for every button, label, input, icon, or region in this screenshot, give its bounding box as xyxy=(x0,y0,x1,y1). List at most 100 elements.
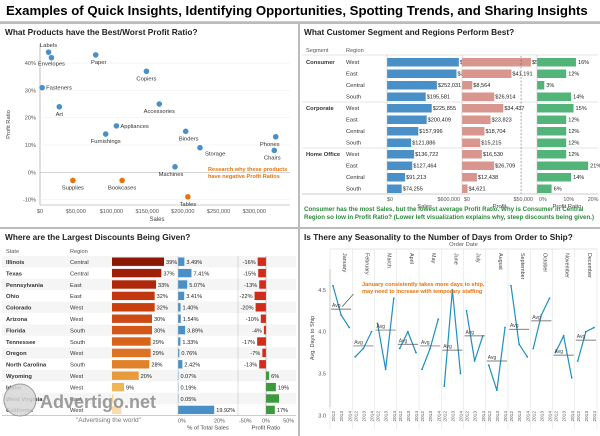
season-point xyxy=(362,347,365,350)
point-label: Labels xyxy=(40,43,57,49)
segment-chart[interactable]: SegmentRegionConsumerWest$362,881$57,451… xyxy=(300,24,600,227)
discount-bar xyxy=(112,314,152,323)
ratio-tick: 0% xyxy=(262,419,270,425)
state-label: Arizona xyxy=(6,317,28,323)
segment-label: Consumer xyxy=(306,60,335,66)
season-line xyxy=(443,289,462,387)
ratio-bar xyxy=(262,348,266,358)
year-label: 2013 xyxy=(450,411,456,422)
scatter-title: What Products have the Best/Worst Profit… xyxy=(5,27,198,37)
discount-bar xyxy=(112,405,122,415)
discount-value: 28% xyxy=(151,363,162,369)
year-label: 2012 xyxy=(353,411,359,422)
season-point xyxy=(465,309,468,312)
ratio-bar xyxy=(266,405,275,415)
scatter-point xyxy=(182,128,189,135)
x-tick-label: $150,000 xyxy=(135,209,158,215)
ratio-bar xyxy=(257,337,266,346)
discount-value: 20% xyxy=(141,374,152,380)
point-label: Tables xyxy=(179,202,196,208)
scatter-chart[interactable]: 40% 30% 20% 10% 0% -10%$0 $50,000 $100,000 $150,… xyxy=(0,24,298,227)
profit-tick: $50,000 xyxy=(514,197,534,203)
ratio-value: -16% xyxy=(243,260,256,266)
discount-chart[interactable]: State Region Illinois Central 39% 3.49% -16% Te… xyxy=(0,229,298,436)
season-chart[interactable]: Order Date 4.5 4.0 3.5 3.0 Avg. Days to Ship J… xyxy=(300,229,600,436)
pct-bar xyxy=(178,405,215,415)
ratio-value: -20% xyxy=(241,306,254,312)
season-point xyxy=(562,335,565,337)
season-point xyxy=(421,368,423,371)
ratio-bar xyxy=(537,69,567,78)
ratio-tick: 0% xyxy=(539,197,547,203)
profit-value: $41,191 xyxy=(512,72,532,78)
ratio-value: -17% xyxy=(242,340,255,346)
pct-bar xyxy=(178,257,185,266)
season-annotation: January consistently takes more days to … xyxy=(362,282,485,296)
pct-bar xyxy=(178,325,186,335)
sales-bar xyxy=(387,58,459,67)
profit-value: $4,621 xyxy=(469,187,486,193)
avg-label: Avg xyxy=(332,303,341,309)
pct-bar xyxy=(178,280,188,289)
ratio-value: 21% xyxy=(590,164,600,170)
month-label: June xyxy=(452,253,458,265)
season-panel: Is There any Seasonality to the Number o… xyxy=(300,229,600,436)
state-label: Oregon xyxy=(6,351,27,357)
sales-value: $252,031 xyxy=(438,83,461,89)
region-label: East xyxy=(70,283,82,289)
scatter-point xyxy=(156,101,163,107)
profit-value: $15,215 xyxy=(481,141,501,147)
scatter-point xyxy=(197,144,203,151)
ratio-axis-title: Profit Ratio xyxy=(553,204,582,210)
discount-value: 39% xyxy=(166,260,177,266)
avg-label: Avg xyxy=(443,344,452,350)
pct-value: 0.05% xyxy=(181,397,197,403)
sales-value: $195,581 xyxy=(427,95,450,101)
scatter-point xyxy=(185,194,191,200)
point-label: Machines xyxy=(159,172,184,178)
sales-bar xyxy=(387,81,437,90)
season-point xyxy=(443,385,446,387)
pct-value: 1.40% xyxy=(183,306,199,312)
sales-value: $225,855 xyxy=(433,106,456,112)
region-label: West xyxy=(346,152,359,158)
ratio-tick: 50% xyxy=(283,419,294,425)
discount-bar xyxy=(112,348,151,358)
season-point xyxy=(532,347,535,350)
year-label: 2014 xyxy=(392,411,398,422)
sales-bar xyxy=(387,127,419,136)
col-header: Segment xyxy=(306,48,329,54)
segment-panel: What Customer Segment and Regions Perfor… xyxy=(300,24,600,227)
scatter-point xyxy=(45,49,52,55)
sales-bar xyxy=(387,150,415,159)
ratio-bar xyxy=(255,303,266,312)
sales-tick: $0 xyxy=(387,197,393,203)
watermark-logo: Advertigo.net "Advertising the world" xyxy=(3,383,156,424)
region-label: South xyxy=(346,141,361,147)
profit-axis-title: Profit xyxy=(493,204,507,210)
profit-bar xyxy=(462,115,491,124)
ratio-bar xyxy=(537,173,572,182)
scatter-point xyxy=(143,68,150,75)
sales-bar xyxy=(387,184,402,193)
region-label: West xyxy=(70,306,83,312)
ratio-value: 14% xyxy=(573,95,584,101)
col-header: State xyxy=(6,249,19,255)
avg-label: Avg xyxy=(354,340,363,346)
sales-value: $91,213 xyxy=(406,175,426,181)
scatter-annotation: Research why these products have negativ… xyxy=(208,167,288,181)
year-label: 2013 xyxy=(406,411,412,422)
state-label: Florida xyxy=(6,328,26,334)
season-point xyxy=(415,351,417,354)
column-header: Order Date xyxy=(449,242,478,248)
discount-bar xyxy=(112,325,152,335)
month-label: March xyxy=(386,253,392,268)
discount-bar xyxy=(112,394,114,403)
ratio-bar xyxy=(266,394,279,403)
sales-bar xyxy=(387,69,457,78)
profit-bar xyxy=(462,92,495,101)
season-point xyxy=(354,355,357,358)
discount-bar xyxy=(112,371,139,380)
season-point xyxy=(540,314,543,316)
